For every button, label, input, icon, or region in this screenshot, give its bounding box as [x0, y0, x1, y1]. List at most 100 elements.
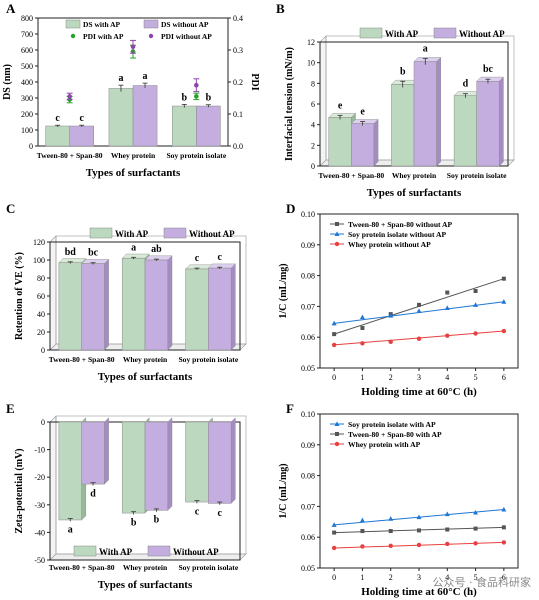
- legend-marker: [148, 33, 154, 39]
- data-point: [388, 516, 394, 521]
- bar: [108, 88, 134, 147]
- y-tick-label: 80: [37, 274, 45, 283]
- data-point: [501, 525, 506, 530]
- legend-label: Soy protein isolate with AP: [348, 420, 436, 429]
- legend-swatch: [359, 27, 383, 39]
- x-tick-label: 5: [474, 573, 478, 582]
- y-tick-label: 12: [307, 38, 315, 47]
- data-point: [416, 308, 422, 314]
- data-point: [445, 527, 450, 532]
- bar: [144, 421, 169, 511]
- data-point: [359, 517, 365, 523]
- significance-label: d: [90, 488, 96, 499]
- legend-label: Without AP: [189, 229, 235, 239]
- data-point: [417, 528, 421, 533]
- y-tick-label: -10: [34, 446, 45, 455]
- y-tick-label: 0: [41, 418, 45, 427]
- legend-swatch: [143, 19, 159, 29]
- x-tick-label: 1: [360, 573, 364, 582]
- y-tick-label: 8: [311, 79, 315, 88]
- significance-label: a: [131, 242, 136, 253]
- data-point: [445, 333, 450, 338]
- y-tick-label: 0.05: [301, 564, 315, 573]
- panel-letter: C: [6, 201, 15, 216]
- bar: [132, 85, 158, 147]
- legend-label: Without AP: [173, 547, 219, 557]
- pdi-point: [130, 44, 136, 50]
- bar-top: [413, 57, 442, 62]
- significance-label: bd: [65, 247, 77, 258]
- legend-label: DS with AP: [83, 20, 121, 29]
- y-tick-label: 600: [21, 46, 33, 55]
- significance-label: b: [131, 517, 137, 528]
- bar: [58, 421, 82, 521]
- x-category-label: Tween-80 + Span-80: [37, 151, 103, 160]
- data-point: [331, 320, 337, 326]
- bar: [144, 259, 169, 351]
- bar-side: [104, 258, 109, 351]
- y-tick-label: 6: [311, 100, 315, 109]
- y-tick-label: 0.10: [301, 210, 315, 219]
- bar: [69, 125, 94, 147]
- data-point: [360, 341, 365, 346]
- significance-label: a: [68, 524, 73, 535]
- legend-marker: [335, 222, 339, 226]
- data-point: [331, 342, 337, 348]
- y-right-axis-label: PDI: [249, 73, 260, 90]
- significance-label: e: [360, 107, 365, 118]
- legend-marker: [334, 441, 340, 447]
- panel-f-chart: F 0.05 0.06 0.07 0.08 0.09 0.10 0 1 2 3 4 5 6 1/C (mL/…: [278, 401, 519, 598]
- x-category-label: Tween-80 + Span-80: [49, 355, 115, 364]
- x-category-label: Whey protein: [123, 563, 168, 572]
- bar-side: [167, 417, 173, 511]
- data-point: [332, 530, 337, 535]
- y-tick-label: 0.05: [301, 364, 315, 373]
- panel-c-chart: C 0 20 40 60 80 100 120 Retention of VE (%) bd a c b…: [6, 201, 247, 383]
- y-tick-label: 120: [33, 238, 45, 247]
- significance-label: c: [195, 506, 200, 517]
- y-tick-label: 0.06: [301, 333, 315, 342]
- panel-d-chart: D 0.05 0.06 0.07 0.08 0.09 0.10 0 1 2 3 4 5 6 1/C (mL/…: [278, 201, 519, 398]
- legend-swatch: [65, 19, 81, 29]
- bar: [121, 421, 146, 514]
- y-tick-label: 0.07: [301, 502, 315, 511]
- legend-label: With AP: [99, 547, 133, 557]
- significance-label: bc: [483, 64, 494, 75]
- y-tick-label: 100: [21, 126, 33, 135]
- x-tick-label: 3: [417, 373, 421, 382]
- y-axis-label: Zeta-potential (mV): [14, 448, 25, 533]
- legend-label: Soy protein isolate without AP: [348, 230, 447, 239]
- legend-label: Whey protein with AP: [348, 440, 421, 449]
- y-right-tick-label: 0.1: [233, 110, 243, 119]
- data-point: [473, 302, 479, 307]
- y-tick-label: 800: [21, 14, 33, 23]
- legend-label: PDI without AP: [161, 32, 212, 41]
- y-tick-label: 0: [29, 142, 33, 151]
- x-category-label: Whey protein: [111, 151, 156, 160]
- legend-swatch: [147, 545, 171, 557]
- x-tick-label: 6: [502, 573, 506, 582]
- bar: [208, 421, 232, 504]
- data-point: [331, 545, 337, 551]
- legend-swatch: [163, 227, 187, 239]
- bar: [476, 81, 500, 167]
- legend-label: DS without AP: [161, 20, 209, 29]
- panel-letter: B: [276, 1, 285, 16]
- data-point: [360, 325, 365, 330]
- data-point: [501, 328, 507, 334]
- data-point: [501, 276, 506, 281]
- panel-letter: F: [286, 401, 294, 416]
- x-tick-label: 4: [445, 373, 449, 382]
- y-tick-label: 0.06: [301, 533, 315, 542]
- pdi-point: [194, 82, 199, 88]
- y-tick-label: 60: [37, 292, 45, 301]
- data-point: [360, 529, 365, 534]
- y-tick-label: 4: [311, 121, 315, 130]
- data-point: [473, 331, 478, 336]
- data-point: [416, 514, 422, 520]
- x-axis-label: Holding time at 60°C (h): [361, 386, 477, 398]
- y-tick-label: 0.10: [301, 410, 315, 419]
- bar: [185, 421, 209, 503]
- x-axis-label: Types of surfactants: [98, 371, 193, 383]
- panel-letter: A: [6, 1, 16, 16]
